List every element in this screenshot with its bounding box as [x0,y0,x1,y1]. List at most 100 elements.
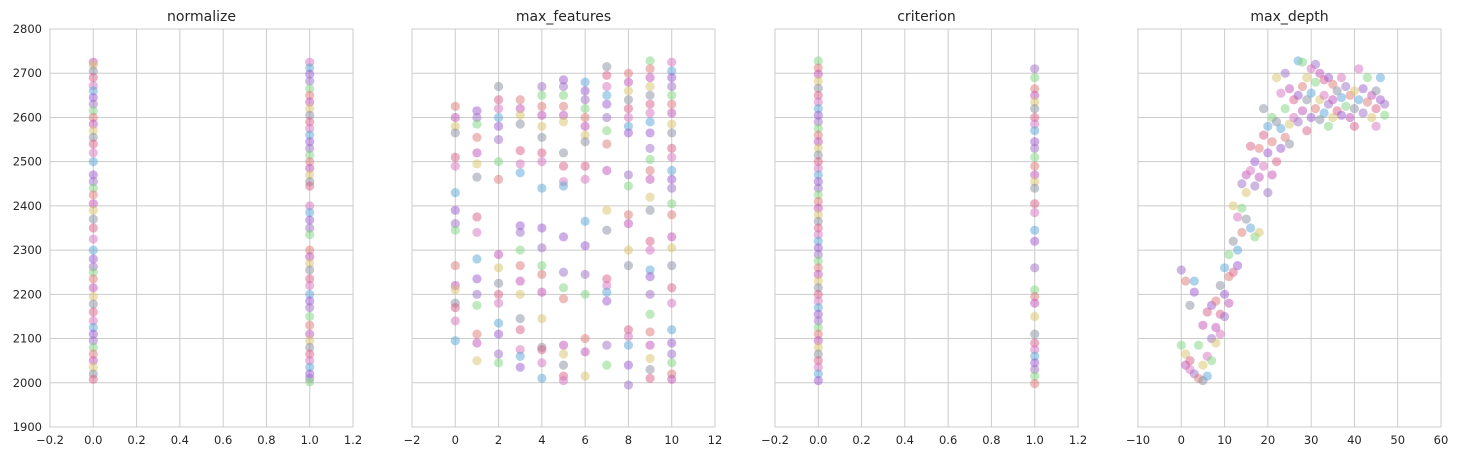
scatter-point [1263,148,1273,158]
scatter-point [472,132,482,142]
scatter-point [813,336,823,346]
scatter-point [558,90,569,100]
scatter-point [1267,170,1277,180]
scatter-point [602,112,612,123]
scatter-point [305,258,315,268]
scatter-point [813,123,823,134]
scatter-point [623,218,634,229]
scatter-point [1315,115,1325,125]
scatter-point [305,230,315,240]
scatter-point [623,325,634,335]
scatter-point [1302,73,1312,83]
x-tick-label: 8 [625,433,632,447]
scatter-point [1228,236,1238,246]
scatter-point [1030,119,1040,129]
scatter-point [813,329,823,339]
scatter-point [1310,59,1321,69]
scatter-point [1380,99,1390,109]
scatter-point [88,283,98,293]
scatter-point [305,320,315,330]
scatter-point [305,223,315,233]
scatter-point [1030,152,1040,162]
scatter-point [88,99,98,109]
scatter-point [450,260,460,271]
y-tick-label: 2600 [13,110,42,124]
scatter-point [1030,84,1040,94]
scatter-point [305,181,315,191]
scatter-point [1030,291,1040,302]
scatter-point [602,360,612,370]
scatter-point [623,121,634,131]
scatter-point [813,362,823,372]
scatter-point [813,196,823,207]
scatter-point [1271,73,1282,83]
scatter-point [472,106,482,116]
scatter-point [305,329,315,339]
scatter-point [558,294,569,304]
scatter-point [305,280,315,291]
scatter-point [1254,172,1264,182]
scatter-point [1030,126,1040,136]
scatter-point [88,274,98,284]
scatter-point [88,157,98,167]
scatter-point [1030,263,1040,273]
scatter-point [1349,86,1360,96]
scatter-point [1202,371,1212,381]
scatter-point [1302,126,1312,136]
scatter-point [1030,311,1040,322]
scatter-point [472,254,482,264]
x-tick-label: 0.2 [127,433,145,447]
scatter-point [450,188,460,198]
scatter-point [813,69,823,79]
scatter-point [1030,207,1040,218]
scatter-point [450,303,460,313]
scatter-point [305,123,315,134]
scatter-point [1211,322,1221,333]
scatter-point [537,314,547,324]
scatter-point [558,75,569,85]
scatter-point [580,289,590,299]
scatter-point [1297,81,1308,92]
scatter-point [667,66,677,76]
scatter-point [305,252,315,262]
scatter-point [1181,276,1191,286]
scatter-point [813,369,823,379]
scatter-point [88,139,98,149]
scatter-point [1358,84,1368,94]
scatter-point [88,362,98,372]
scatter-point [645,99,655,109]
scatter-point [515,119,525,129]
scatter-point [667,128,677,138]
scatter-point [667,298,677,308]
scatter-point [1319,108,1329,118]
scatter-point [472,338,482,348]
scatter-point [667,358,677,368]
scatter-point [667,243,677,253]
x-tick-label: 6 [581,433,588,447]
scatter-point [450,101,460,111]
scatter-point [667,119,677,129]
scatter-point [1284,84,1295,94]
scatter-point [88,307,98,317]
x-tick-label: 0.0 [84,433,102,447]
scatter-point [305,97,315,107]
scatter-point [580,130,590,140]
x-tick-label: 10 [664,433,679,447]
scatter-point [305,265,315,275]
scatter-point [1293,90,1303,100]
scatter-point [1241,214,1251,224]
scatter-point [305,137,315,147]
x-tick-label: 0.6 [939,433,957,447]
scatter-point [1030,176,1040,187]
x-tick-label: −0.2 [761,433,789,447]
scatter-point [558,161,569,171]
scatter-point [667,283,677,293]
scatter-point [558,101,569,111]
scatter-point [1030,143,1040,153]
scatter-point [667,143,677,153]
scatter-point [813,243,823,253]
scatter-point [515,168,525,178]
scatter-point [580,95,590,105]
scatter-point [1030,170,1040,180]
x-tick-label: −2 [404,433,421,447]
